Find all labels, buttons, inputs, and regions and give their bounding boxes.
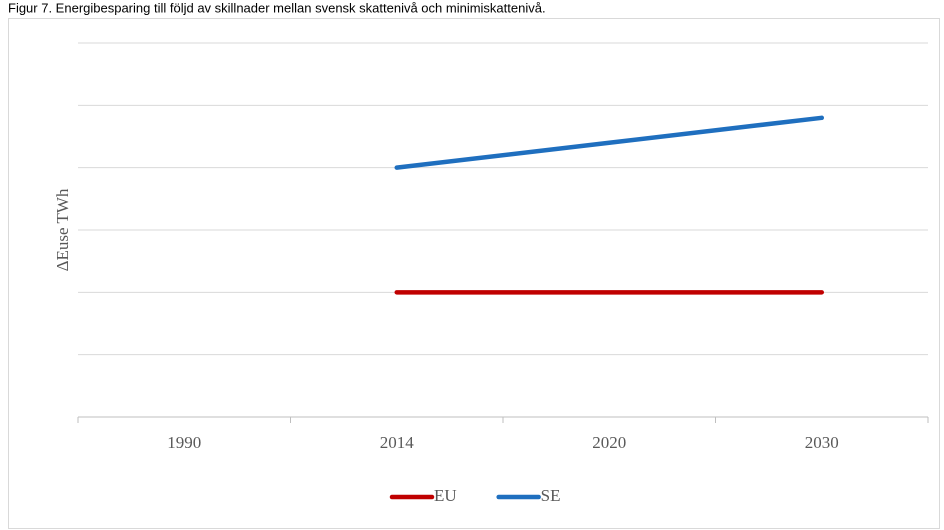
x-tick-label: 2014	[380, 433, 415, 452]
legend-label: EU	[434, 486, 457, 505]
x-tick-label: 1990	[167, 433, 201, 452]
legend-label: SE	[541, 486, 561, 505]
x-tick-label: 2020	[592, 433, 626, 452]
x-tick-label: 2030	[805, 433, 839, 452]
chart-title: Figur 7. Energibesparing till följd av s…	[8, 0, 546, 15]
series-line	[394, 115, 824, 170]
y-axis-label: ΔEuse TWh	[53, 188, 72, 271]
chart-frame	[8, 18, 940, 529]
